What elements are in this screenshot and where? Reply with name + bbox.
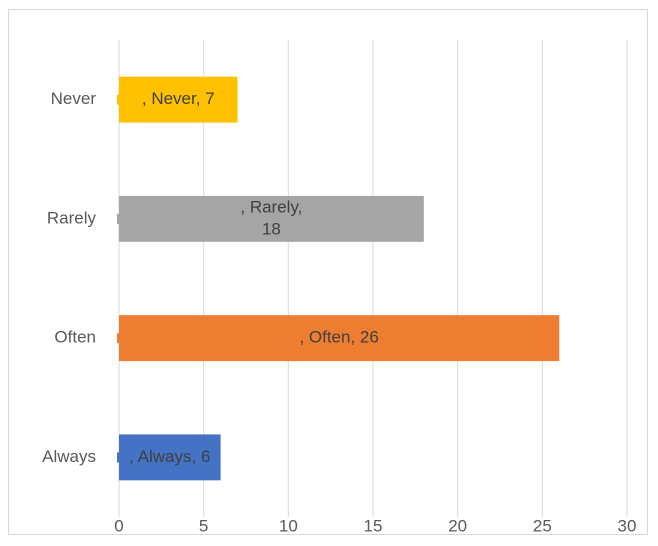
category-label: Never — [51, 89, 97, 108]
category-label: Always — [42, 447, 96, 466]
bar-often — [119, 315, 560, 362]
bar-rarely — [119, 195, 424, 242]
data-label: , Often, 26 — [299, 328, 378, 347]
legend-key-marker — [117, 452, 127, 463]
data-label: , Rarely, — [240, 197, 302, 216]
chart-area — [8, 9, 648, 535]
data-label: , Never, 7 — [142, 89, 215, 108]
data-label: 18 — [262, 219, 281, 238]
legend-key-marker — [117, 333, 127, 344]
bar-never — [119, 76, 238, 123]
x-tick-label: 15 — [364, 516, 383, 535]
category-label: Rarely — [47, 208, 97, 227]
x-tick-label: 10 — [279, 516, 298, 535]
category-label: Often — [54, 328, 96, 347]
bars — [119, 76, 560, 481]
legend-key-marker — [117, 213, 127, 224]
x-tick-label: 20 — [448, 516, 467, 535]
x-tick-label: 0 — [114, 516, 123, 535]
data-label: , Always, 6 — [129, 447, 210, 466]
bar-always — [119, 434, 221, 481]
labels: 0 5 10 15 20 25 30 Always , Always, 6 Often , Ofte… — [42, 89, 636, 535]
x-tick-label: 25 — [533, 516, 552, 535]
x-tick-label: 5 — [199, 516, 208, 535]
legend-key-marker — [117, 94, 127, 105]
x-tick-label: 30 — [618, 516, 637, 535]
